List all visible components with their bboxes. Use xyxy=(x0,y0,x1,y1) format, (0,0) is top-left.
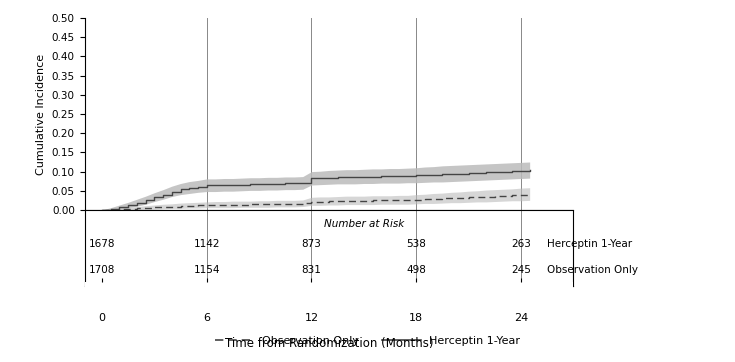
Text: 263: 263 xyxy=(511,239,531,249)
Text: Number at Risk: Number at Risk xyxy=(323,219,404,229)
Y-axis label: Cumulative Incidence: Cumulative Incidence xyxy=(36,54,46,174)
Text: 1154: 1154 xyxy=(193,265,220,275)
Text: 1708: 1708 xyxy=(89,265,115,275)
Text: Time from Randomization (Months): Time from Randomization (Months) xyxy=(225,337,434,350)
Text: 498: 498 xyxy=(406,265,426,275)
Text: 831: 831 xyxy=(301,265,321,275)
Text: 538: 538 xyxy=(406,239,426,249)
Text: 1142: 1142 xyxy=(193,239,220,249)
Text: 873: 873 xyxy=(301,239,321,249)
Text: Observation Only: Observation Only xyxy=(547,265,638,275)
Text: 245: 245 xyxy=(511,265,531,275)
Text: Herceptin 1-Year: Herceptin 1-Year xyxy=(547,239,632,249)
Legend: Observation Only, Herceptin 1-Year: Observation Only, Herceptin 1-Year xyxy=(210,331,525,350)
Text: 1678: 1678 xyxy=(89,239,115,249)
